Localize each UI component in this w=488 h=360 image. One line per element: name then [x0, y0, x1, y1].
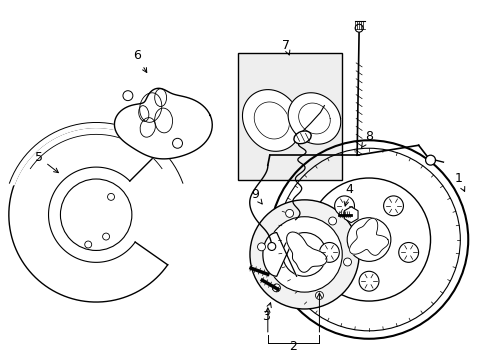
Text: 3: 3	[262, 303, 271, 323]
Circle shape	[358, 271, 378, 291]
Text: 6: 6	[133, 49, 146, 72]
Circle shape	[107, 193, 114, 201]
Circle shape	[249, 200, 358, 309]
Text: 2: 2	[288, 340, 296, 353]
Ellipse shape	[293, 131, 310, 144]
Circle shape	[84, 241, 92, 248]
Text: 7: 7	[281, 39, 289, 55]
Polygon shape	[263, 233, 296, 276]
Circle shape	[354, 24, 362, 32]
Polygon shape	[286, 232, 326, 272]
Polygon shape	[114, 88, 212, 159]
Text: 9: 9	[250, 188, 262, 204]
Circle shape	[343, 258, 351, 266]
Circle shape	[285, 210, 293, 217]
Polygon shape	[9, 127, 167, 302]
Circle shape	[328, 217, 336, 225]
Polygon shape	[349, 218, 388, 255]
Circle shape	[398, 243, 418, 262]
Circle shape	[267, 243, 275, 251]
Polygon shape	[9, 122, 183, 185]
Circle shape	[272, 284, 280, 292]
Circle shape	[425, 155, 435, 165]
Circle shape	[346, 218, 390, 261]
Circle shape	[257, 243, 265, 251]
Circle shape	[319, 243, 339, 262]
Circle shape	[266, 217, 342, 292]
Text: 5: 5	[35, 151, 58, 173]
Circle shape	[61, 179, 132, 251]
Polygon shape	[242, 90, 301, 151]
Circle shape	[122, 91, 133, 100]
Circle shape	[50, 169, 142, 260]
Text: 8: 8	[361, 130, 372, 148]
Text: 4: 4	[344, 184, 352, 206]
Circle shape	[315, 292, 323, 300]
Circle shape	[282, 233, 325, 276]
Circle shape	[102, 233, 109, 240]
Polygon shape	[287, 93, 340, 144]
Bar	[238, 53, 342, 180]
Circle shape	[172, 138, 182, 148]
Text: 1: 1	[453, 171, 464, 192]
Circle shape	[383, 196, 403, 216]
Circle shape	[334, 196, 354, 216]
